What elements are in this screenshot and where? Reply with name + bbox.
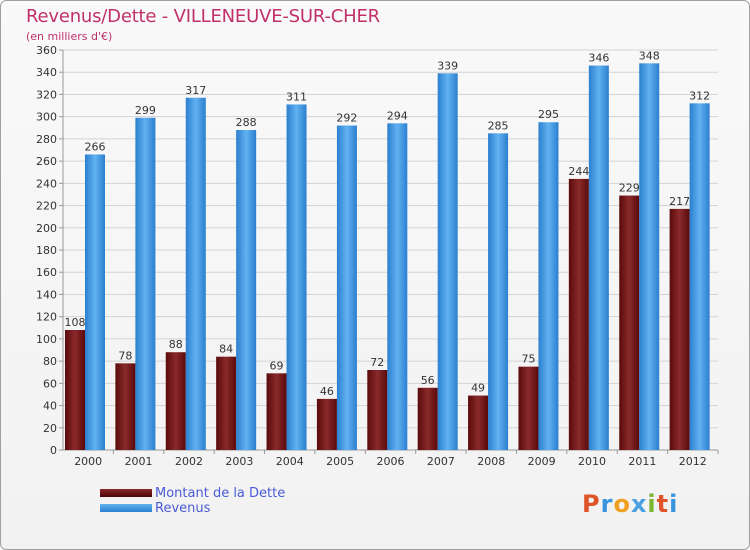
value-label-dette: 88 bbox=[169, 338, 183, 351]
y-tick-label: 320 bbox=[36, 88, 57, 101]
bar-revenus bbox=[639, 63, 660, 450]
value-label-revenus: 294 bbox=[387, 109, 408, 122]
y-tick-label: 220 bbox=[36, 200, 57, 213]
y-tick-label: 100 bbox=[36, 333, 57, 346]
legend-swatch-dette bbox=[100, 489, 152, 497]
x-tick-label: 2003 bbox=[225, 455, 253, 468]
bar-dette bbox=[266, 373, 287, 450]
bar-dette bbox=[316, 398, 337, 450]
value-label-revenus: 292 bbox=[336, 112, 357, 125]
value-label-revenus: 288 bbox=[236, 116, 257, 129]
value-label-dette: 72 bbox=[370, 356, 384, 369]
value-label-dette: 75 bbox=[521, 353, 535, 366]
y-tick-label: 40 bbox=[43, 400, 57, 413]
y-tick-label: 240 bbox=[36, 177, 57, 190]
value-label-revenus: 348 bbox=[639, 49, 660, 62]
x-tick-label: 2005 bbox=[326, 455, 354, 468]
value-label-dette: 78 bbox=[118, 349, 132, 362]
value-label-revenus: 346 bbox=[588, 52, 609, 65]
bar-revenus bbox=[387, 123, 408, 450]
value-label-revenus: 312 bbox=[689, 89, 710, 102]
value-label-dette: 217 bbox=[669, 195, 690, 208]
bar-revenus bbox=[689, 103, 710, 450]
proxiti-logo: Proxiti bbox=[582, 490, 678, 518]
bar-revenus bbox=[85, 154, 105, 450]
bar-revenus bbox=[437, 73, 458, 450]
y-tick-label: 0 bbox=[50, 444, 57, 457]
bar-revenus bbox=[588, 65, 609, 451]
y-tick-label: 180 bbox=[36, 244, 57, 257]
bar-dette bbox=[367, 370, 388, 450]
value-label-revenus: 266 bbox=[85, 140, 106, 153]
value-label-revenus: 299 bbox=[135, 104, 156, 117]
value-label-revenus: 295 bbox=[538, 108, 559, 121]
bar-dette bbox=[216, 356, 237, 450]
bar-dette bbox=[65, 330, 85, 450]
logo-letter: i bbox=[647, 490, 657, 518]
bar-revenus bbox=[538, 122, 559, 450]
logo-letter: P bbox=[582, 490, 601, 518]
value-label-dette: 56 bbox=[421, 374, 435, 387]
x-tick-label: 2004 bbox=[276, 455, 304, 468]
logo-letter: r bbox=[600, 490, 614, 518]
bar-dette bbox=[669, 208, 690, 450]
bar-dette bbox=[568, 178, 589, 450]
x-tick-label: 2011 bbox=[628, 455, 656, 468]
chart-subtitle: (en milliers d'€) bbox=[26, 30, 113, 43]
bar-dette bbox=[468, 395, 489, 450]
value-label-dette: 69 bbox=[270, 359, 284, 372]
value-label-dette: 84 bbox=[219, 343, 233, 356]
value-label-revenus: 339 bbox=[437, 59, 458, 72]
bar-dette bbox=[165, 352, 186, 450]
y-tick-label: 80 bbox=[43, 355, 57, 368]
value-label-revenus: 311 bbox=[286, 90, 307, 103]
chart-title: Revenus/Dette - VILLENEUVE-SUR-CHER bbox=[26, 6, 380, 27]
y-tick-label: 360 bbox=[36, 44, 57, 57]
x-tick-label: 2008 bbox=[477, 455, 505, 468]
value-label-revenus: 317 bbox=[185, 84, 206, 97]
x-tick-label: 2000 bbox=[74, 455, 102, 468]
legend-swatch-revenus bbox=[100, 504, 152, 512]
logo-letter: t bbox=[656, 490, 670, 518]
x-tick-label: 2009 bbox=[528, 455, 556, 468]
bar-revenus bbox=[135, 117, 156, 451]
logo-letter: x bbox=[630, 490, 648, 518]
bar-dette bbox=[417, 387, 438, 450]
bar-dette bbox=[619, 195, 640, 450]
logo-letter: i bbox=[669, 490, 679, 518]
legend-label-dette: Montant de la Dette bbox=[155, 486, 286, 501]
bar-dette bbox=[115, 363, 136, 450]
bar-revenus bbox=[488, 133, 509, 451]
x-tick-label: 2007 bbox=[427, 455, 455, 468]
x-tick-label: 2001 bbox=[125, 455, 153, 468]
y-tick-label: 60 bbox=[43, 377, 57, 390]
y-tick-label: 140 bbox=[36, 288, 57, 301]
bar-revenus bbox=[286, 104, 307, 450]
y-tick-label: 300 bbox=[36, 111, 57, 124]
x-tick-label: 2006 bbox=[377, 455, 405, 468]
y-tick-label: 200 bbox=[36, 222, 57, 235]
x-tick-label: 2010 bbox=[578, 455, 606, 468]
x-tick-label: 2012 bbox=[679, 455, 707, 468]
y-tick-label: 340 bbox=[36, 66, 57, 79]
bar-revenus bbox=[236, 130, 257, 450]
bar-revenus bbox=[185, 97, 206, 451]
value-label-dette: 49 bbox=[471, 382, 485, 395]
bar-revenus bbox=[336, 125, 357, 451]
value-label-dette: 108 bbox=[65, 316, 86, 329]
bar-dette bbox=[518, 366, 539, 450]
logo-letter: o bbox=[613, 490, 631, 518]
y-tick-label: 20 bbox=[43, 422, 57, 435]
y-tick-label: 160 bbox=[36, 266, 57, 279]
legend-label-revenus: Revenus bbox=[155, 501, 211, 516]
value-label-dette: 229 bbox=[619, 182, 640, 195]
y-tick-label: 280 bbox=[36, 133, 57, 146]
value-label-dette: 46 bbox=[320, 385, 334, 398]
y-tick-label: 260 bbox=[36, 155, 57, 168]
value-label-dette: 244 bbox=[568, 165, 589, 178]
x-tick-label: 2002 bbox=[175, 455, 203, 468]
value-label-revenus: 285 bbox=[488, 119, 509, 132]
y-tick-label: 120 bbox=[36, 311, 57, 324]
